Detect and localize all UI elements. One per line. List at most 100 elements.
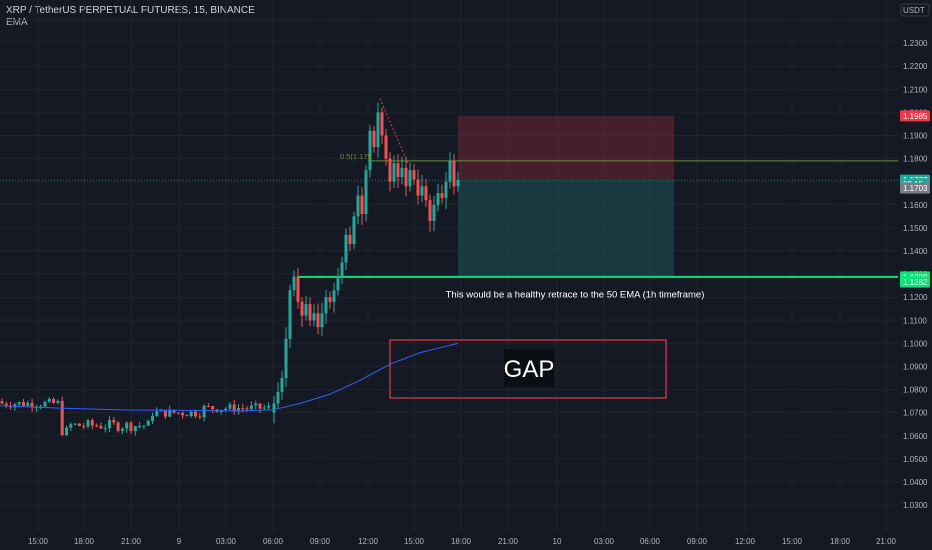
candle <box>280 370 284 400</box>
candle <box>69 422 73 432</box>
candle <box>151 412 154 425</box>
candle <box>254 400 258 410</box>
candle <box>344 228 348 270</box>
price-tick-label: 1.0400 <box>903 478 928 487</box>
candle <box>304 295 308 321</box>
time-tick-label: 09:00 <box>687 537 708 546</box>
candle <box>26 400 30 407</box>
candle <box>95 423 99 428</box>
candle <box>245 406 249 413</box>
candle <box>176 412 180 415</box>
candle <box>424 179 428 208</box>
candle <box>224 406 228 413</box>
candle <box>400 156 404 185</box>
candle <box>34 404 38 413</box>
time-tick-label: 18:00 <box>451 537 472 546</box>
candle <box>4 401 8 409</box>
annotations: 0.5(1.179 This would be a healthy retrace… <box>340 152 705 399</box>
candle <box>125 421 129 434</box>
candle <box>189 411 193 418</box>
time-tick-label: 15:00 <box>404 537 425 546</box>
candle <box>77 423 81 427</box>
candle <box>262 404 266 411</box>
price-tick-label: 1.0300 <box>903 501 928 510</box>
candle <box>142 425 146 430</box>
price-tick-label: 1.1200 <box>903 293 928 302</box>
stop-loss-zone[interactable] <box>458 115 674 181</box>
price-tick-label: 1.0900 <box>903 363 928 372</box>
price-tick-label: 1.1400 <box>903 247 928 256</box>
gap-box[interactable] <box>389 339 667 399</box>
candle <box>312 304 316 327</box>
candle <box>129 421 133 434</box>
candle <box>90 418 94 430</box>
time-tick-label: 15:00 <box>782 537 803 546</box>
time-tick-label: 9 <box>177 537 182 546</box>
candle <box>292 270 296 297</box>
time-tick-label: 09:00 <box>310 537 331 546</box>
symbol-title[interactable]: XRP / TetherUS PERPETUAL FUTURES, 15, BI… <box>6 5 255 16</box>
candle <box>448 152 452 189</box>
candle <box>336 267 340 296</box>
candle <box>396 154 400 188</box>
candle <box>86 418 90 429</box>
candle <box>416 169 420 205</box>
time-tick-label: 12:00 <box>735 537 756 546</box>
take-profit-zone[interactable] <box>458 180 674 277</box>
currency-label[interactable]: USDT <box>903 6 925 15</box>
candle <box>108 415 111 433</box>
candle <box>420 175 424 203</box>
candle <box>202 404 206 422</box>
price-tick-label: 1.2100 <box>903 85 928 94</box>
candle <box>22 398 25 407</box>
candles <box>0 102 460 437</box>
candle <box>133 425 137 436</box>
price-tick-label: 1.2300 <box>903 39 928 48</box>
time-tick-label: 21:00 <box>121 537 142 546</box>
indicator-label[interactable]: EMA <box>6 17 28 28</box>
candle <box>30 398 34 413</box>
candle <box>146 419 150 426</box>
candle <box>228 401 232 411</box>
candle <box>163 409 167 420</box>
candle <box>340 256 344 285</box>
candle <box>73 423 77 426</box>
candle <box>320 302 324 337</box>
candle <box>116 421 120 433</box>
fib-level-label: 0.5(1.179 <box>340 152 372 161</box>
candle <box>428 194 432 232</box>
candle <box>47 396 51 403</box>
gap-label[interactable]: GAP <box>504 356 555 383</box>
candle <box>360 187 364 225</box>
candle <box>288 284 292 349</box>
ema-line <box>0 342 459 412</box>
candle <box>388 152 392 192</box>
position-boxes <box>458 115 674 277</box>
price-tag: 1.1703 <box>900 182 930 194</box>
ema-polyline[interactable] <box>0 342 459 412</box>
time-tick-label: 21:00 <box>876 537 897 546</box>
candle <box>155 407 159 417</box>
candle <box>65 425 68 437</box>
candle <box>0 398 4 405</box>
price-tick-label: 1.1900 <box>903 132 928 141</box>
candle <box>258 403 262 414</box>
candle <box>43 400 47 408</box>
candle <box>232 400 236 415</box>
fib-trend-line[interactable] <box>379 98 409 164</box>
candle <box>308 296 312 327</box>
candle <box>284 327 288 388</box>
note-text[interactable]: This would be a healthy retrace to the 5… <box>446 290 705 301</box>
currency-box[interactable] <box>900 3 930 17</box>
candle <box>316 303 320 334</box>
candle <box>120 426 124 435</box>
chart-lines <box>0 98 898 278</box>
chart-header: XRP / TetherUS PERPETUAL FUTURES, 15, BI… <box>6 5 255 29</box>
candle <box>56 399 60 405</box>
candle <box>376 102 380 158</box>
candle <box>112 417 116 426</box>
svg-text:1.1985: 1.1985 <box>903 112 928 121</box>
price-tick-label: 1.0800 <box>903 386 928 395</box>
candle <box>456 171 460 192</box>
